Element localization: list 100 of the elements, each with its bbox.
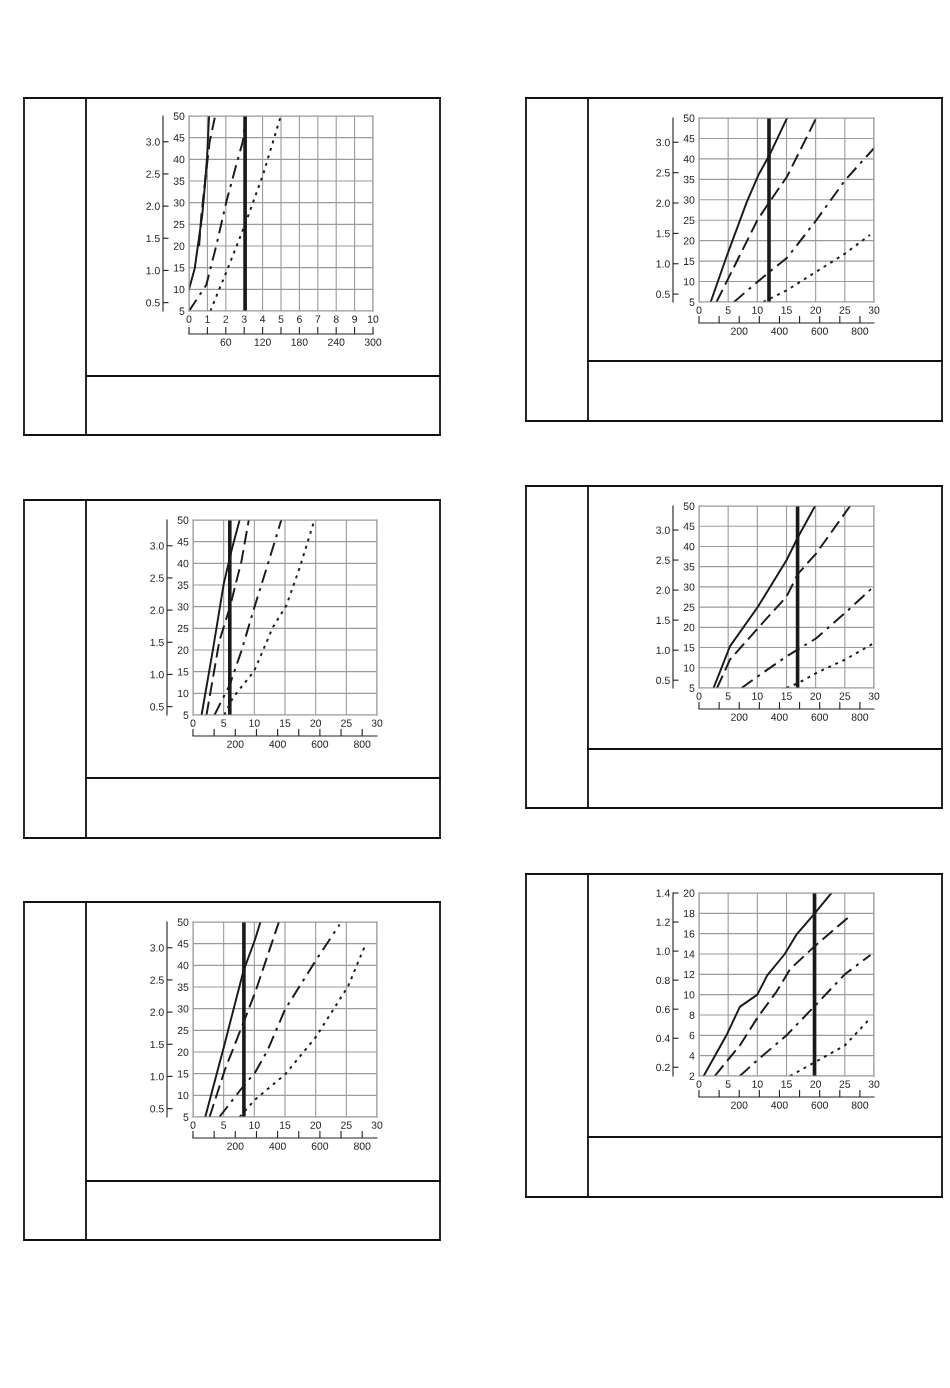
x-tick-label: 3 — [241, 315, 247, 323]
y2-tick-label: 0.2 — [656, 1063, 670, 1072]
x-tick-label: 25 — [341, 719, 352, 727]
x-tick-label: 1 — [205, 315, 210, 323]
x2-tick-label: 300 — [364, 338, 382, 346]
x-tick-label: 10 — [752, 306, 763, 314]
x-tick-label: 20 — [810, 306, 822, 314]
y-tick-label: 25 — [173, 220, 185, 229]
y-tick-label: 5 — [689, 684, 695, 692]
y2-tick-label: 1.0 — [150, 1072, 164, 1081]
y-tick-label: 16 — [684, 930, 695, 938]
y-tick-label: 10 — [684, 991, 695, 999]
y-tick-label: 10 — [684, 664, 695, 672]
x2-tick-label: 800 — [851, 713, 869, 721]
y-tick-label: 35 — [177, 983, 189, 991]
x-tick-label: 5 — [221, 719, 227, 727]
y2-tick-label: 2.0 — [146, 202, 160, 210]
x2-tick-label: 200 — [731, 1101, 748, 1109]
line-series — [218, 923, 341, 1117]
y2-tick-label: 2.5 — [656, 169, 670, 177]
y-tick-label: 10 — [174, 285, 185, 294]
y2-tick-label: 2.5 — [656, 556, 670, 564]
y2-tick-label: 2.5 — [146, 170, 160, 178]
y2-tick-label: 0.5 — [150, 703, 164, 711]
y-tick-label: 40 — [177, 961, 189, 970]
y2-tick-label: 1.0 — [656, 646, 670, 655]
y2-tick-label: 3.0 — [656, 526, 670, 534]
x-tick-label: 30 — [371, 719, 383, 727]
x-tick-label: 10 — [752, 1080, 763, 1088]
y-tick-label: 45 — [173, 134, 185, 142]
line-series — [716, 506, 852, 688]
x2-tick-label: 120 — [254, 338, 271, 346]
line-series — [204, 922, 262, 1117]
line-series — [208, 922, 280, 1117]
x-tick-label: 30 — [868, 306, 880, 314]
y-tick-label: 45 — [683, 522, 695, 531]
y-tick-label: 40 — [683, 155, 695, 163]
y-tick-label: 30 — [683, 583, 695, 591]
x2-tick-label: 600 — [811, 1101, 828, 1109]
y-tick-label: 30 — [683, 196, 695, 204]
y-tick-label: 25 — [683, 216, 695, 225]
x-tick-label: 15 — [280, 719, 291, 727]
y-tick-label: 6 — [689, 1031, 695, 1040]
y-tick-label: 15 — [684, 644, 695, 652]
x-tick-label: 0 — [190, 719, 196, 727]
y2-tick-label: 1.0 — [150, 670, 164, 679]
x-tick-label: 20 — [810, 1080, 822, 1088]
y-tick-label: 20 — [683, 623, 695, 632]
x-tick-label: 15 — [781, 1080, 792, 1088]
y-tick-label: 8 — [689, 1011, 695, 1019]
y-tick-label: 10 — [178, 1091, 189, 1100]
x2-tick-label: 240 — [328, 338, 345, 346]
x-tick-label: 10 — [249, 1121, 260, 1129]
y-tick-label: 50 — [177, 918, 189, 926]
y2-tick-label: 1.5 — [150, 638, 164, 647]
line-series — [709, 118, 789, 302]
y-tick-label: 50 — [173, 112, 185, 120]
y-tick-label: 5 — [183, 1113, 189, 1121]
y-tick-label: 50 — [683, 114, 695, 122]
y-tick-label: 30 — [177, 1005, 189, 1013]
y-tick-label: 12 — [684, 970, 695, 979]
x2-tick-label: 200 — [731, 713, 748, 721]
x-tick-label: 20 — [810, 692, 822, 700]
line-series — [200, 520, 241, 715]
line-series — [205, 520, 250, 715]
y-tick-label: 2 — [689, 1072, 695, 1080]
x-tick-label: 25 — [341, 1121, 352, 1129]
y-tick-label: 45 — [177, 940, 189, 948]
y-tick-label: 20 — [173, 242, 185, 250]
x2-tick-label: 600 — [311, 1142, 329, 1150]
y2-tick-label: 1.5 — [146, 234, 160, 243]
y-tick-label: 20 — [177, 1048, 189, 1056]
y-tick-label: 20 — [683, 889, 695, 897]
y2-tick-label: 3.0 — [150, 944, 164, 952]
x2-tick-label: 180 — [291, 338, 308, 346]
y2-tick-label: 0.5 — [656, 290, 670, 298]
x-tick-label: 0 — [186, 315, 192, 323]
line-series — [715, 118, 818, 302]
y-tick-label: 4 — [689, 1052, 695, 1060]
x2-tick-label: 200 — [227, 1142, 244, 1150]
x-tick-label: 25 — [839, 692, 851, 700]
y2-tick-label: 2.0 — [150, 606, 164, 614]
x-tick-label: 20 — [310, 1121, 322, 1129]
x-tick-label: 15 — [781, 692, 792, 700]
y-tick-label: 15 — [178, 668, 189, 676]
x2-tick-label: 800 — [353, 1142, 371, 1150]
y2-tick-label: 0.8 — [656, 976, 670, 985]
y-tick-label: 35 — [177, 581, 189, 589]
x-tick-label: 5 — [278, 315, 284, 323]
y-tick-label: 50 — [683, 502, 695, 510]
y2-tick-label: 1.5 — [656, 616, 670, 624]
x2-tick-label: 400 — [771, 1101, 788, 1109]
y2-tick-label: 2.0 — [150, 1008, 164, 1016]
x-tick-label: 30 — [371, 1121, 383, 1129]
y-tick-label: 18 — [684, 909, 695, 918]
y2-tick-label: 2.0 — [656, 586, 670, 594]
y-tick-label: 30 — [173, 199, 185, 207]
x-tick-label: 4 — [259, 315, 266, 323]
x2-tick-label: 600 — [811, 713, 828, 721]
line-series — [223, 520, 316, 715]
